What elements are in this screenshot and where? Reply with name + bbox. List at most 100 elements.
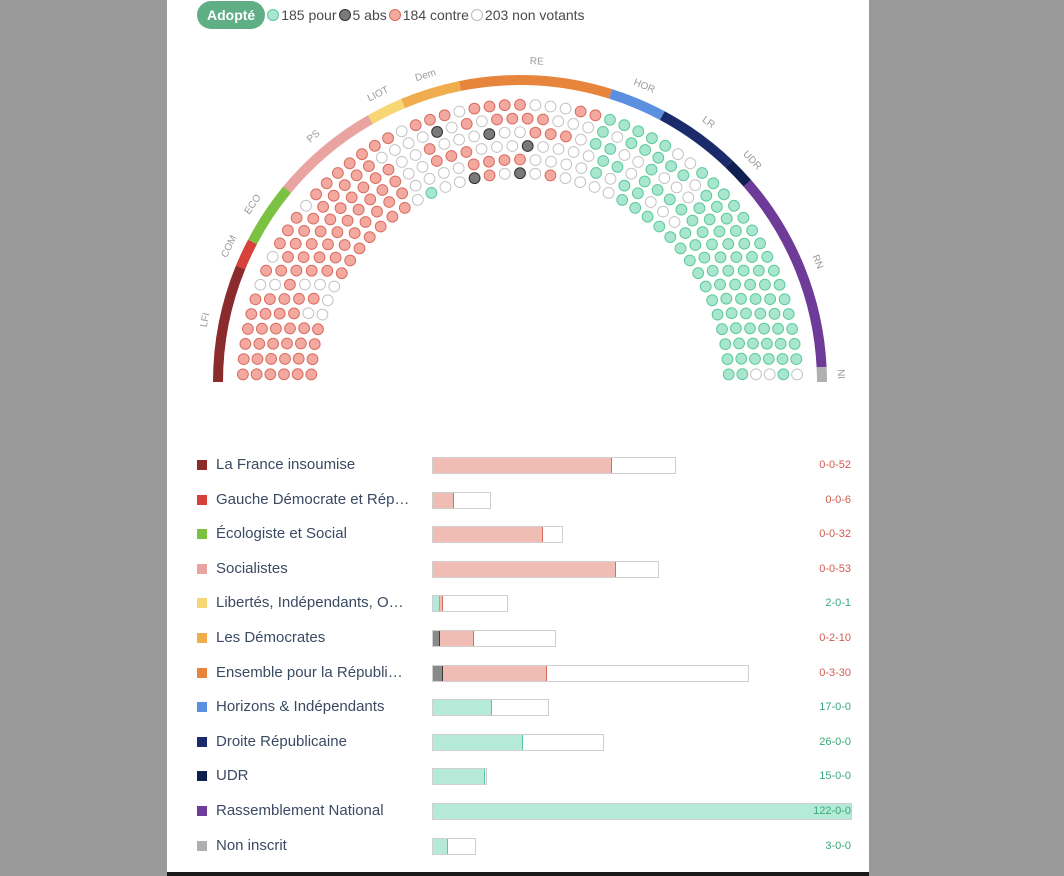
contre-dot-icon: [388, 9, 401, 21]
group-vote-bar: [432, 630, 556, 647]
seat-dot: [537, 113, 549, 126]
seat-dot: [597, 126, 609, 138]
group-row[interactable]: Écologiste et Social 0-0-32: [167, 523, 869, 547]
seat-dot: [305, 238, 318, 250]
group-vote-bar: [432, 803, 852, 820]
seat-dot: [703, 213, 716, 226]
group-score: 122-0-0: [813, 805, 851, 817]
group-row[interactable]: Non inscrit 3-0-0: [167, 835, 869, 859]
seat-dot: [338, 239, 351, 251]
seat-dot: [395, 156, 408, 168]
group-score: 15-0-0: [819, 770, 851, 783]
seat-dot: [672, 148, 684, 161]
group-arc-liot: [367, 98, 406, 124]
seat-dot: [475, 115, 488, 128]
seat-dot: [730, 251, 743, 264]
group-row[interactable]: Ensemble pour la Républi… 0-3-30: [167, 662, 869, 686]
seat-dot: [653, 220, 666, 233]
seat-dot: [416, 131, 429, 143]
bar-segment-abs: [433, 665, 444, 681]
group-row[interactable]: La France insoumise 0-0-52: [167, 454, 869, 478]
seat-dot: [791, 368, 803, 381]
seat-dot: [722, 264, 735, 277]
seat-dot: [395, 125, 408, 138]
seat-dot: [299, 278, 311, 291]
seat-dot: [289, 237, 302, 250]
group-label-hor: HOR: [632, 77, 657, 96]
seat-dot: [641, 210, 654, 223]
seat-dot: [659, 139, 672, 152]
bar-segment-contre: [433, 458, 612, 473]
group-arc-eco: [248, 186, 292, 245]
seat-dot: [559, 102, 572, 115]
group-name: Non inscrit: [216, 836, 287, 854]
seat-dot: [611, 161, 624, 173]
seat-dot: [684, 157, 697, 170]
seat-dot: [483, 155, 495, 168]
seat-dot: [298, 225, 311, 237]
seat-dot: [722, 238, 735, 250]
seat-dot: [321, 294, 334, 307]
group-vote-bar: [432, 491, 491, 509]
seat-dot: [467, 158, 480, 171]
seat-dot: [682, 191, 695, 204]
group-score: 0-0-6: [825, 493, 851, 506]
seat-dot: [735, 352, 748, 365]
vote-result-card: Adopté 185 pour 5 abs 184 contre 203 non…: [167, 0, 869, 872]
seat-dot: [552, 143, 565, 155]
seat-dot: [632, 156, 645, 168]
seat-dot: [514, 98, 526, 111]
seat-dot: [250, 368, 263, 381]
group-name: Socialistes: [216, 559, 288, 577]
seat-dot: [363, 160, 375, 172]
seat-dot: [616, 194, 629, 206]
seat-dot: [638, 175, 651, 188]
seat-dot: [747, 337, 759, 350]
group-color-swatch: [197, 598, 207, 609]
seat-dot: [359, 216, 372, 228]
group-color-swatch: [197, 494, 207, 505]
group-row[interactable]: Libertés, Indépendants, O… 2-0-1: [167, 592, 869, 616]
group-vote-bar: [432, 768, 488, 786]
bar-segment-pour: [433, 734, 523, 750]
group-label-eco: ECO: [243, 192, 264, 216]
group-row[interactable]: UDR 15-0-0: [167, 765, 869, 789]
seat-dot: [721, 353, 734, 366]
seat-dot: [574, 176, 587, 189]
seat-dot: [249, 293, 262, 306]
seat-dot: [514, 153, 526, 166]
seat-dot: [251, 353, 264, 365]
group-row[interactable]: Rassemblement National 122-0-0: [167, 800, 869, 824]
seat-dot: [604, 172, 617, 185]
seat-dot: [253, 337, 266, 350]
seat-dot: [693, 202, 706, 215]
seat-dot: [588, 181, 601, 193]
group-row[interactable]: Horizons & Indépendants 17-0-0: [167, 696, 869, 720]
seat-dot: [335, 267, 348, 280]
group-row[interactable]: Socialistes 0-0-53: [167, 558, 869, 582]
seat-dot: [389, 175, 402, 188]
seat-dot: [423, 172, 436, 185]
seat-dot: [706, 294, 719, 307]
seat-dot: [284, 322, 296, 335]
seat-dot: [245, 308, 258, 320]
seat-dot: [438, 109, 451, 122]
group-name: Les Démocrates: [216, 629, 326, 646]
seat-dot: [740, 307, 752, 320]
seat-dot: [307, 212, 320, 225]
group-row[interactable]: Droite Républicaine 26-0-0: [167, 731, 869, 755]
seat-dot: [768, 307, 781, 320]
group-row[interactable]: Les Démocrates 0-2-10: [167, 627, 869, 651]
legend-abs-label: 5 abs: [352, 7, 387, 23]
seat-dot: [707, 177, 720, 190]
seat-dot: [632, 125, 645, 138]
seat-dot: [438, 166, 450, 179]
seat-dot: [725, 307, 738, 320]
seat-dot: [689, 239, 702, 251]
seat-dot: [352, 203, 365, 216]
group-vote-bar: [432, 664, 749, 682]
seat-dot: [575, 162, 588, 175]
group-score: 2-0-1: [825, 597, 851, 610]
seat-dot: [278, 368, 290, 381]
group-row[interactable]: Gauche Démocrate et Rép… 0-0-6: [167, 489, 869, 513]
